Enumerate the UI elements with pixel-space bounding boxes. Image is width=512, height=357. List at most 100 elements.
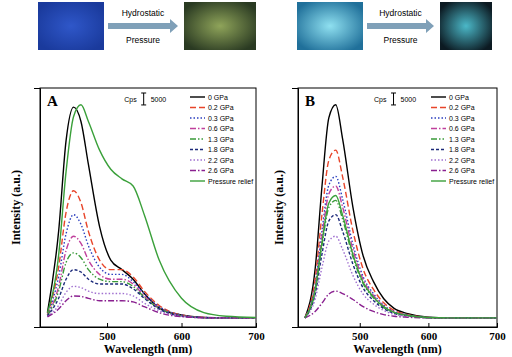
legend-swatch: [431, 159, 446, 160]
scale-bar: Cps 5000: [124, 93, 166, 105]
legend-swatch: [431, 149, 446, 150]
legend: 0 GPa 0.2 GPa 0.3 GPa 0.6 GPa 1.3 GPa 1.8 GPa…: [190, 94, 253, 185]
legend-swatch: [431, 117, 446, 118]
x-tick-label: 500: [352, 330, 369, 342]
x-axis: 500 600 700: [41, 323, 266, 342]
annotation: Pressure: [383, 35, 417, 45]
legend-item: 2.6 GPa: [431, 167, 475, 174]
panel-title: A: [47, 93, 58, 109]
x-tick-label: 600: [174, 330, 191, 342]
series-line: [47, 236, 256, 318]
x-axis-title: Wavelength (nm): [104, 342, 192, 356]
legend-item: 0 GPa: [431, 94, 469, 101]
legend-label: 1.3 GPa: [208, 136, 234, 143]
x-tick-mark: [107, 323, 108, 327]
annotation: Pressure: [126, 35, 160, 45]
scale-bar-unit: Cps: [124, 96, 137, 104]
series-line: [47, 270, 256, 318]
legend-item: 2.2 GPa: [190, 157, 234, 164]
annotation: Hydrostatic: [379, 8, 422, 18]
series-line: [305, 196, 497, 318]
legend: 0 GPa0.2 GPa0.3 GPa0.6 GPa1.3 GPa1.8 GPa…: [431, 94, 494, 185]
legend-label: 1.3 GPa: [449, 136, 475, 143]
panel: Hydrostatic Pressure 500 600 700 Wavelength (…: [9, 2, 265, 356]
x-tick-mark: [182, 323, 183, 327]
x-axis-line: [41, 323, 257, 328]
scale-bar-unit: Cps: [374, 96, 387, 104]
legend-item: 1.3 GPa: [431, 136, 475, 143]
series-line: [305, 105, 497, 318]
legend-label: 2.6 GPa: [208, 167, 234, 174]
x-tick-mark: [497, 323, 498, 327]
photo: [440, 2, 492, 50]
legend-label: 0.3 GPa: [449, 115, 475, 122]
plot-lines: [305, 105, 497, 318]
legend-label: 0 GPa: [449, 94, 469, 101]
y-axis-line: [34, 89, 41, 328]
legend-label: 1.8 GPa: [208, 146, 234, 153]
legend-swatch: [190, 128, 205, 129]
plot-frame: [298, 88, 497, 327]
x-tick-label: 600: [421, 330, 438, 342]
series-line: [47, 286, 256, 318]
legend-item: Pressure relief: [190, 178, 253, 185]
x-tick: 700: [489, 323, 506, 342]
series-line: [47, 191, 256, 318]
legend-item: 0.6 GPa: [190, 125, 234, 132]
x-axis-title: Wavelength (nm): [353, 342, 441, 356]
plot-lines: [47, 105, 256, 318]
photo: [184, 2, 256, 50]
series-line: [47, 296, 256, 318]
legend-swatch: [190, 96, 205, 97]
legend-item: Pressure relief: [431, 178, 494, 185]
panel: Hydrostatic Pressure 500 600 700 Wavelength (…: [272, 2, 506, 356]
legend-swatch: [431, 107, 446, 108]
series-line: [47, 107, 256, 318]
scale-bar-mark: [141, 93, 146, 105]
y-axis: [34, 89, 41, 328]
y-axis-title: Intensity (a.u.): [9, 170, 23, 245]
legend-label: 1.8 GPa: [449, 146, 475, 153]
series-line: [47, 105, 256, 318]
legend-label: 2.6 GPa: [449, 167, 475, 174]
x-tick-mark: [256, 323, 257, 327]
legend-label: 0.2 GPa: [449, 104, 475, 111]
panel-title: B: [305, 93, 315, 109]
legend-swatch: [190, 180, 205, 181]
legend-item: 0.3 GPa: [431, 115, 475, 122]
x-tick-mark: [360, 323, 361, 327]
legend-item: 0 GPa: [190, 94, 228, 101]
annotation: Hydrostatic: [122, 8, 165, 18]
x-tick: 600: [174, 323, 191, 342]
legend-label: 0.3 GPa: [208, 115, 234, 122]
arrow: [367, 19, 434, 33]
legend-item: 1.8 GPa: [431, 146, 475, 153]
series-line: [47, 215, 256, 318]
x-tick-label: 500: [99, 330, 116, 342]
legend-swatch: [431, 180, 446, 181]
photo: [38, 2, 104, 50]
legend-label: 0.6 GPa: [208, 125, 234, 132]
legend-item: 0.2 GPa: [190, 104, 234, 111]
series-line: [305, 215, 497, 318]
legend-swatch: [431, 128, 446, 129]
legend-swatch: [190, 107, 205, 108]
arrow: [108, 19, 178, 33]
scale-bar-value: 5000: [151, 96, 167, 103]
x-tick: 500: [352, 323, 369, 342]
x-axis-line: [299, 323, 498, 328]
x-axis: 500 600 700: [299, 323, 507, 342]
series-line: [305, 176, 497, 317]
x-tick-label: 700: [248, 330, 265, 342]
x-tick-label: 700: [489, 330, 506, 342]
scale-bar-value: 5000: [401, 96, 417, 103]
series-line: [305, 150, 497, 318]
x-tick: 500: [99, 323, 116, 342]
y-axis: [292, 89, 299, 328]
series-line: [305, 236, 497, 318]
y-axis-line: [292, 89, 299, 328]
legend-label: 2.2 GPa: [208, 157, 234, 164]
series-line: [305, 186, 497, 318]
legend-item: 0.3 GPa: [190, 115, 234, 122]
legend-label: Pressure relief: [208, 178, 253, 185]
